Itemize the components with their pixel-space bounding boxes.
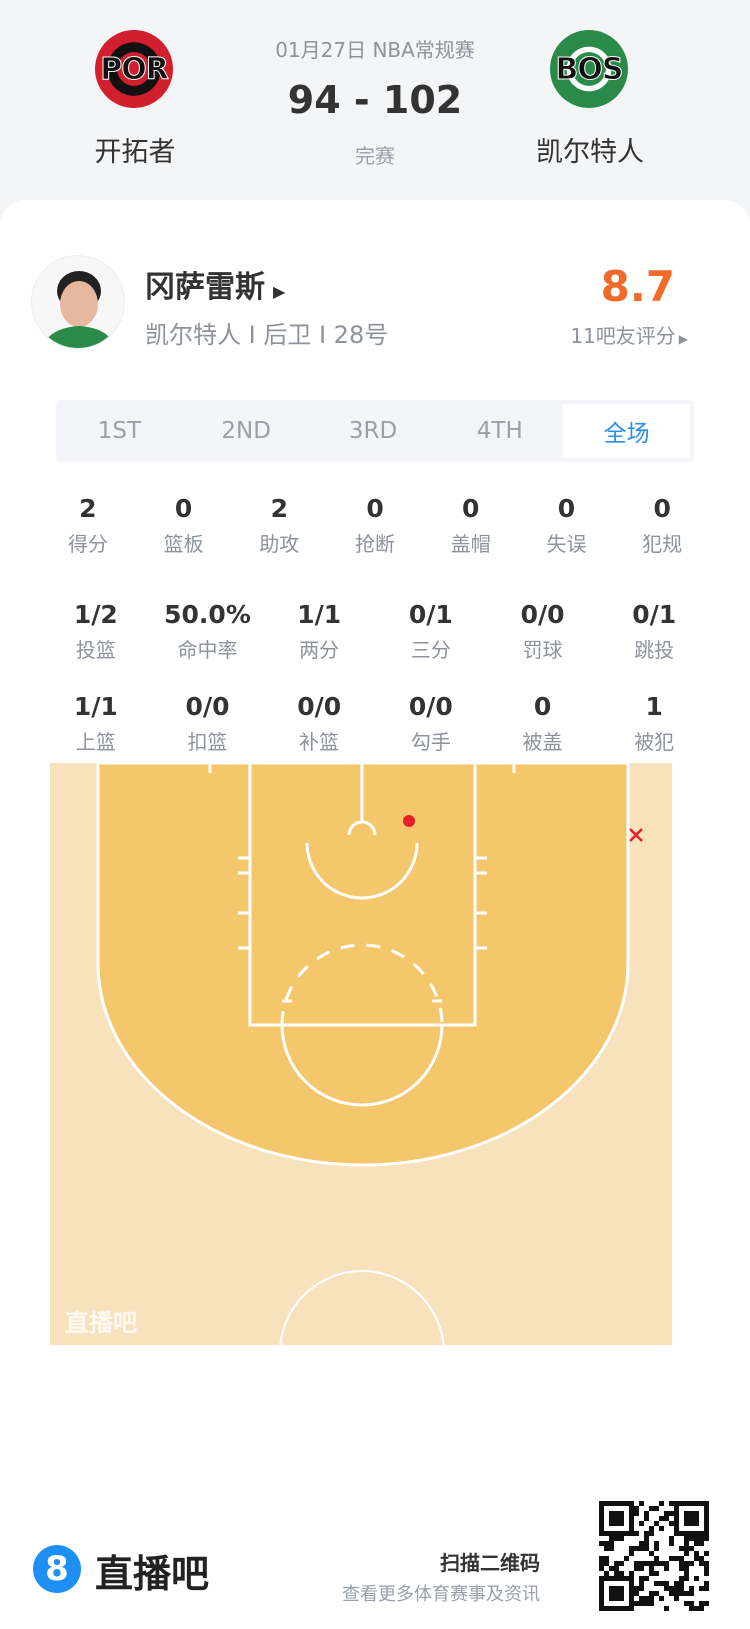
- stat-hook: 0/0 勾手: [408, 692, 453, 754]
- stat-rebounds: 0 篮板: [163, 494, 204, 556]
- stats-row-shooting: 1/2 投篮 50.0% 命中率 1/1 两分 0/1 三分 0/0 罚球 0/1 跳投: [40, 600, 710, 663]
- stat-fg: 1/2 投篮: [73, 600, 118, 662]
- paint-lane: [248, 763, 477, 1027]
- player-name[interactable]: 冈萨雷斯 ▶: [145, 262, 285, 306]
- free-throw-circle-bottom: [280, 1024, 444, 1107]
- scan-title: 扫描二维码: [440, 1551, 540, 1575]
- stat-layup: 1/1 上篮: [73, 692, 118, 754]
- period-tabs: 1ST 2ND 3RD 4TH 全场: [56, 400, 694, 462]
- court-ticks: [208, 763, 516, 1003]
- stat-dunk: 0/0 扣篮: [185, 692, 230, 754]
- por-team-logo[interactable]: POR: [95, 30, 173, 108]
- stats-row-shot-types: 1/1 上篮 0/0 扣篮 0/0 补篮 0/0 勾手 0 被盖 1 被犯: [40, 692, 710, 755]
- free-throw-circle-top: [280, 943, 444, 1026]
- stat-fouled: 1 被犯: [634, 692, 675, 754]
- stats-row-basic: 2 得分 0 篮板 2 助攻 0 抢断 0 盖帽 0 失误 0 犯规: [40, 494, 710, 557]
- qr-code-icon[interactable]: [598, 1500, 710, 1612]
- tab-4th[interactable]: 4TH: [476, 418, 523, 444]
- tab-2nd[interactable]: 2ND: [221, 418, 271, 444]
- away-team-name[interactable]: 凯尔特人: [536, 137, 644, 168]
- tab-3rd[interactable]: 3RD: [348, 418, 398, 444]
- caret-right-icon: ▶: [678, 332, 688, 346]
- restricted-area-arc: [305, 842, 419, 900]
- caret-right-icon: ▶: [273, 282, 286, 301]
- stat-2pt: 1/1 两分: [297, 600, 342, 662]
- brand-name: 直播吧: [95, 1552, 210, 1596]
- player-avatar[interactable]: [31, 255, 125, 349]
- stat-jumpshot: 0/1 跳投: [632, 600, 677, 662]
- player-photo-icon: [42, 271, 116, 348]
- stat-blocked: 0 被盖: [522, 692, 563, 754]
- stat-3pt: 0/1 三分: [408, 600, 453, 662]
- home-team-name[interactable]: 开拓者: [94, 137, 176, 168]
- tab-full-game[interactable]: 全场: [563, 404, 690, 458]
- stat-blocks: 0 盖帽: [450, 494, 491, 556]
- stat-fg-pct: 50.0% 命中率: [164, 600, 251, 662]
- shot-chart-court: 直播吧: [50, 763, 672, 1345]
- game-date-league: 01月27日 NBA常规赛: [275, 38, 475, 62]
- tab-1st[interactable]: 1ST: [97, 418, 142, 444]
- stat-turnovers: 0 失误: [546, 494, 587, 556]
- game-status: 完赛: [355, 144, 395, 168]
- rating-label: 11吧友评分: [570, 324, 676, 348]
- three-point-line: [96, 763, 630, 1167]
- lane-hash-marks: [238, 856, 487, 950]
- stat-assists: 2 助攻: [259, 494, 300, 556]
- stat-points: 2 得分: [67, 494, 108, 556]
- game-score: 94 - 102: [287, 78, 463, 122]
- shot-made-marker: [403, 815, 415, 827]
- watermark: 直播吧: [65, 1309, 137, 1337]
- player-rating: 8.7: [600, 262, 675, 311]
- rating-link[interactable]: 11吧友评分 ▶: [570, 320, 688, 349]
- player-info: 凯尔特人 I 后卫 I 28号: [145, 321, 389, 349]
- bos-team-logo[interactable]: BOS: [550, 30, 628, 108]
- scan-subtitle: 查看更多体育赛事及资讯: [342, 1584, 540, 1605]
- stat-steals: 0 抢断: [355, 494, 396, 556]
- rim: [347, 820, 377, 836]
- center-circle: [279, 1270, 445, 1345]
- stat-fouls: 0 犯规: [642, 494, 683, 556]
- stat-tipin: 0/0 补篮: [297, 692, 342, 754]
- shot-missed-marker: [629, 828, 643, 842]
- player-name-text: 冈萨雷斯: [145, 270, 265, 305]
- brand-logo-icon: 8: [33, 1545, 81, 1593]
- stat-ft: 0/0 罚球: [520, 600, 565, 662]
